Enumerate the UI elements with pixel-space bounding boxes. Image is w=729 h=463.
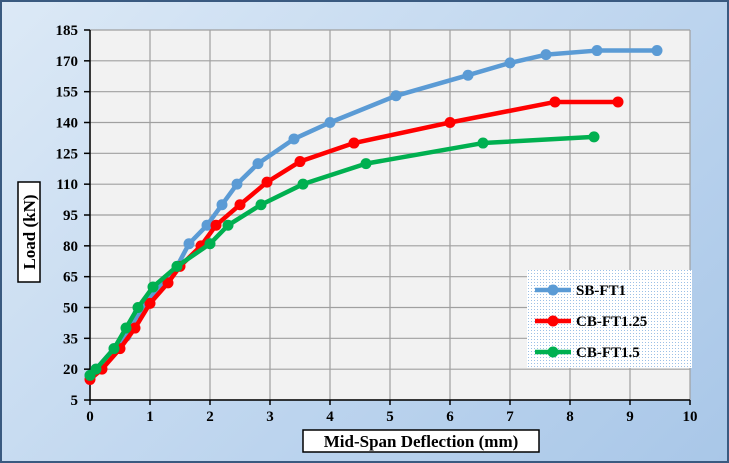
- x-tick-label: 6: [446, 409, 454, 425]
- x-tick-label: 10: [683, 409, 698, 425]
- data-point: [477, 137, 489, 149]
- x-axis-title: Mid-Span Deflection (mm): [324, 432, 519, 451]
- data-point: [297, 178, 309, 190]
- x-axis-title-box: Mid-Span Deflection (mm): [302, 429, 540, 453]
- data-point: [204, 238, 216, 250]
- y-tick-label: 95: [63, 208, 78, 224]
- data-point: [210, 219, 222, 231]
- data-point: [261, 176, 273, 188]
- legend-label: SB-FT1: [576, 283, 626, 299]
- y-tick-label: 125: [56, 146, 79, 162]
- data-point: [171, 260, 183, 272]
- x-tick-label: 5: [386, 409, 394, 425]
- data-point: [324, 117, 336, 128]
- x-tick-label: 2: [206, 409, 214, 425]
- data-point: [360, 158, 372, 170]
- y-axis-title-box: Load (kN): [17, 181, 41, 283]
- data-point: [612, 96, 624, 108]
- y-tick-label: 5: [71, 393, 79, 409]
- legend-marker: [547, 315, 559, 327]
- y-tick-label: 20: [63, 362, 78, 378]
- data-point: [348, 137, 360, 149]
- data-point: [108, 343, 120, 355]
- data-point: [162, 277, 174, 289]
- series-cb-ft1-5: [84, 131, 600, 381]
- data-point: [231, 178, 243, 190]
- legend-marker: [547, 346, 559, 358]
- x-tick-label: 1: [146, 409, 154, 425]
- data-point: [132, 302, 144, 313]
- data-point: [651, 45, 663, 57]
- y-tick-label: 65: [63, 270, 78, 286]
- data-point: [390, 90, 402, 102]
- data-point: [444, 117, 456, 128]
- x-tick-label: 7: [506, 409, 514, 425]
- legend-label: CB-FT1.25: [576, 314, 647, 330]
- data-point: [90, 363, 102, 375]
- x-tick-label: 9: [626, 409, 634, 425]
- series-line: [88, 99, 618, 382]
- data-point: [288, 133, 300, 145]
- data-point: [255, 199, 267, 211]
- data-point: [201, 219, 213, 231]
- x-tick-label: 8: [566, 409, 574, 425]
- data-point: [234, 199, 246, 211]
- data-point: [222, 219, 234, 231]
- data-point: [294, 156, 306, 168]
- y-tick-label: 185: [56, 23, 79, 39]
- y-tick-label: 50: [63, 301, 78, 317]
- data-point: [120, 322, 132, 334]
- y-tick-label: 35: [63, 331, 78, 347]
- data-point: [144, 297, 156, 309]
- legend-marker: [547, 284, 559, 296]
- y-tick-label: 140: [56, 116, 79, 132]
- data-point: [462, 69, 474, 81]
- data-point: [549, 96, 561, 108]
- data-point: [540, 49, 552, 61]
- legend: SB-FT1 CB-FT1.25 CB-FT1.5: [527, 270, 692, 368]
- y-tick-label: 155: [56, 85, 79, 101]
- y-tick-label: 110: [56, 177, 78, 193]
- legend-label: CB-FT1.5: [576, 345, 640, 361]
- data-point: [504, 57, 516, 69]
- y-tick-label: 80: [63, 239, 78, 255]
- data-point: [588, 131, 600, 143]
- y-axis-title: Load (kN): [20, 194, 39, 269]
- y-tick-label: 170: [56, 54, 79, 70]
- data-point: [129, 322, 141, 334]
- data-point: [252, 158, 264, 170]
- x-tick-label: 3: [266, 409, 274, 425]
- data-point: [147, 281, 159, 293]
- x-tick-label: 4: [326, 409, 334, 425]
- data-point: [591, 45, 603, 57]
- data-point: [183, 238, 195, 250]
- data-point: [216, 199, 228, 211]
- x-tick-label: 0: [86, 409, 94, 425]
